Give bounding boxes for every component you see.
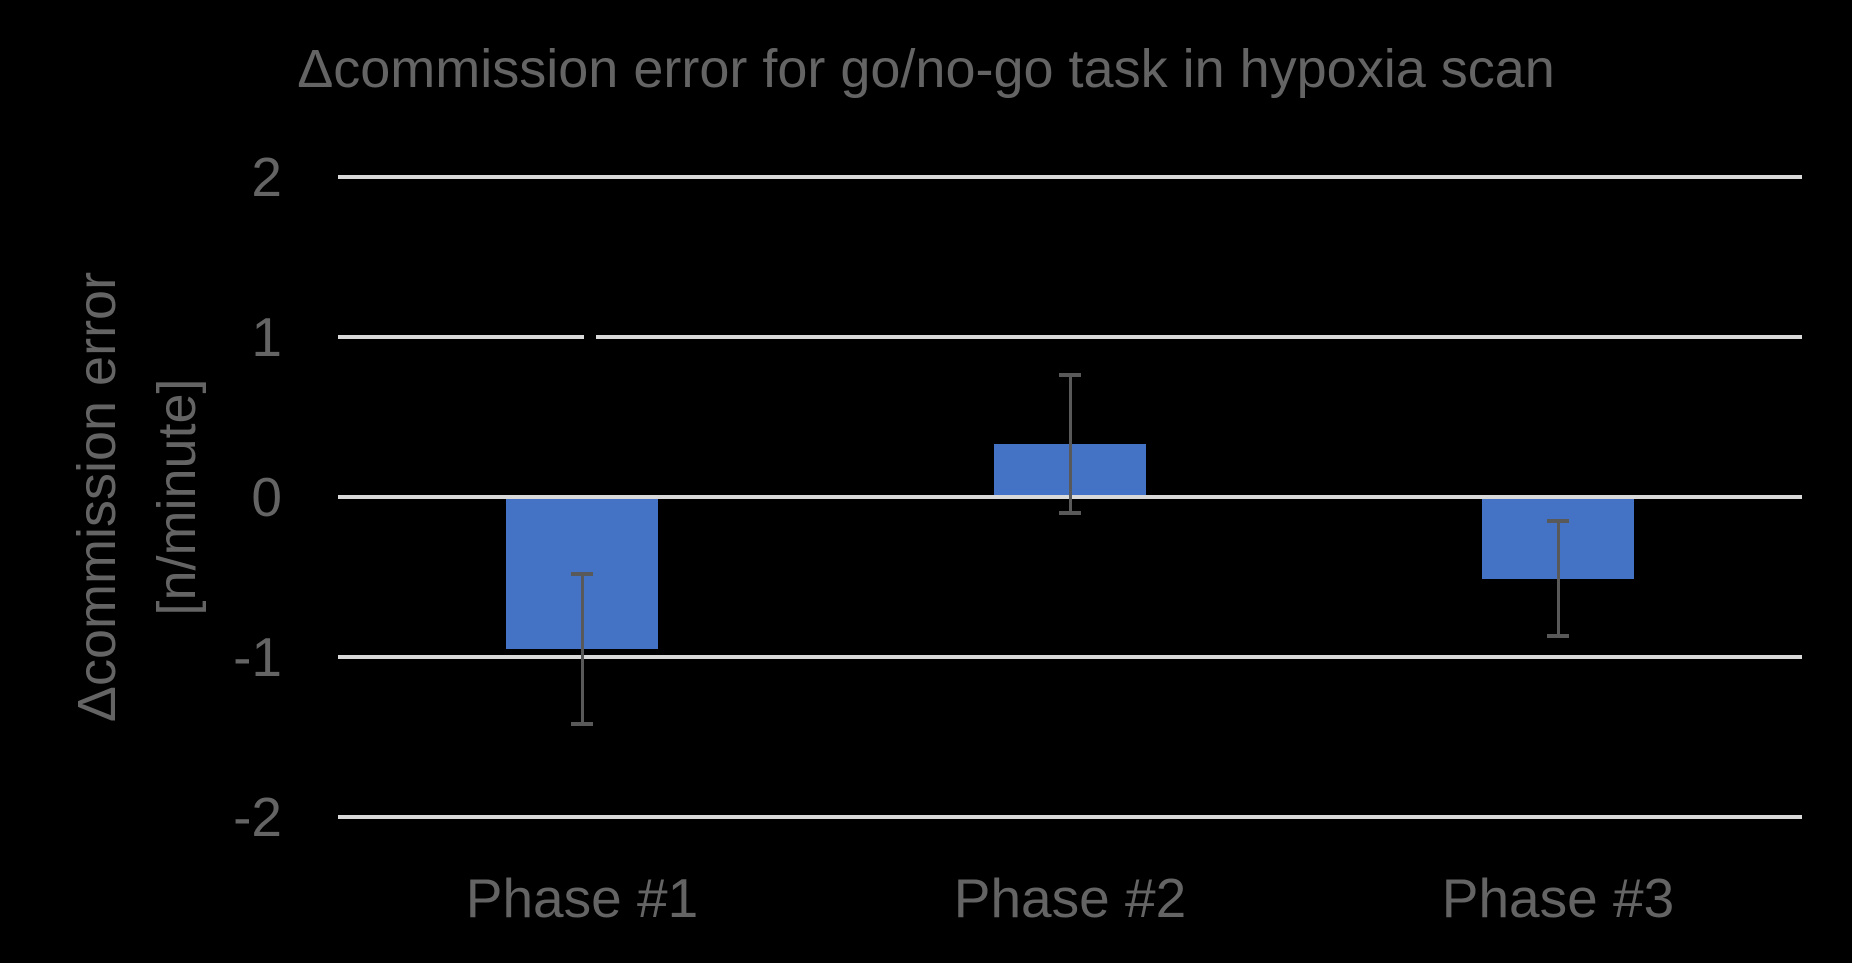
x-axis-label-phase-1: Phase #1 [465,867,699,929]
gridline-y--1 [338,655,1802,659]
y-tick-label-0: 0 [251,466,282,528]
gridline-break-artifact [584,332,596,342]
y-tick-label-1: 1 [251,306,282,368]
error-bar-cap-bottom-phase-1 [571,722,593,727]
y-tick-label--2: -2 [233,786,282,848]
x-axis-label-phase-3: Phase #3 [1441,867,1675,929]
error-bar-cap-bottom-phase-2 [1059,511,1081,515]
error-bar-phase-3 [1556,521,1560,637]
error-bar-cap-top-phase-1 [571,571,593,576]
x-axis-label-phase-2: Phase #2 [953,867,1187,929]
error-bar-phase-2 [1068,375,1072,513]
y-tick-label-2: 2 [251,146,282,208]
error-bar-cap-bottom-phase-3 [1547,634,1569,639]
chart-title: Δcommission error for go/no-go task in h… [297,39,1555,99]
gridline-y-2 [338,175,1802,179]
y-tick-label--1: -1 [233,626,282,688]
error-bar-phase-1 [580,573,584,725]
error-bar-cap-top-phase-2 [1059,373,1081,378]
error-bar-cap-top-phase-3 [1547,519,1569,523]
gridline-y-1 [338,335,1802,339]
gridline-y--2 [338,815,1802,819]
